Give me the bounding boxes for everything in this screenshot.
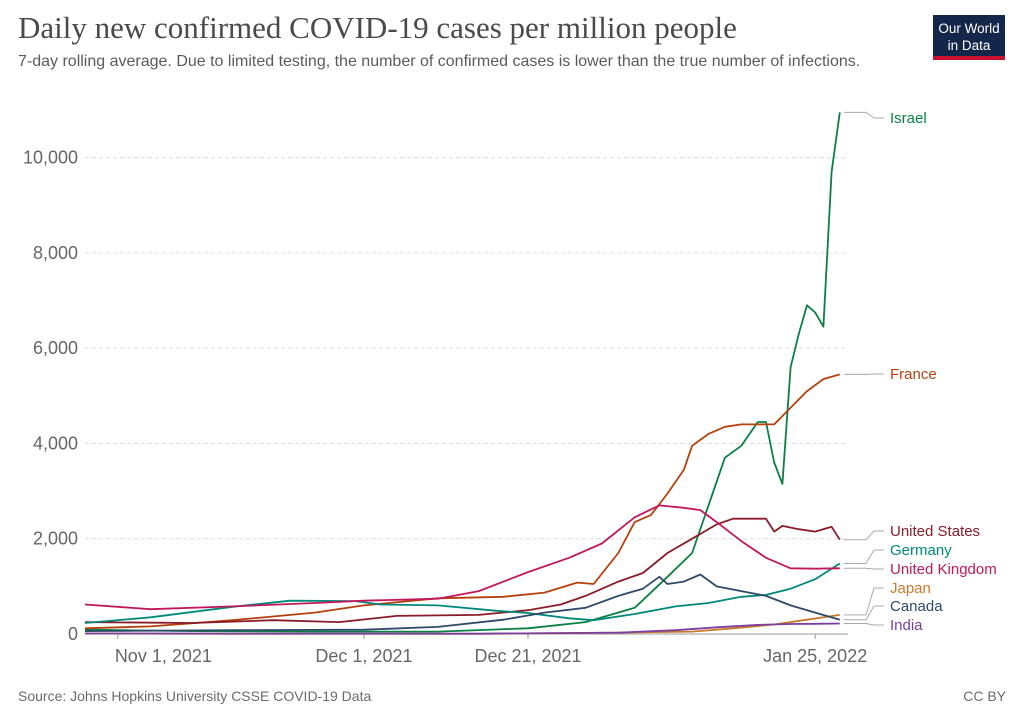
series-label-layer: Israel France United States Germany United K… bbox=[843, 110, 997, 634]
y-tick-label: 0 bbox=[68, 624, 78, 644]
x-tick-label: Dec 1, 2021 bbox=[315, 646, 412, 666]
axis-layer: 0 2,000 4,000 6,000 8,000 10,000 Nov 1, 2021 De… bbox=[23, 148, 867, 666]
series-line-israel bbox=[84, 112, 841, 633]
x-tick-label: Nov 1, 2021 bbox=[115, 646, 212, 666]
logo-line-1: Our World bbox=[938, 21, 1000, 36]
series-line-united-kingdom bbox=[84, 504, 840, 611]
source-note: Source: Johns Hopkins University CSSE CO… bbox=[18, 688, 372, 704]
label-connector-israel bbox=[843, 111, 884, 119]
logo-line-2: in Data bbox=[947, 38, 991, 53]
series-label-israel: Israel bbox=[890, 110, 927, 127]
y-tick-label: 2,000 bbox=[33, 529, 78, 549]
series-label-canada: Canada bbox=[890, 598, 943, 615]
series-label-france: France bbox=[890, 366, 937, 383]
y-tick-label: 8,000 bbox=[33, 243, 78, 263]
series-label-germany: Germany bbox=[890, 542, 952, 559]
y-tick-label: 4,000 bbox=[33, 433, 78, 453]
x-tick-label: Dec 21, 2021 bbox=[474, 646, 581, 666]
series-layer bbox=[84, 112, 841, 635]
label-connector-united-states bbox=[843, 530, 884, 541]
series-label-india: India bbox=[890, 617, 923, 634]
series-line-france bbox=[84, 373, 841, 630]
series-line-united-states bbox=[84, 517, 841, 624]
license-link[interactable]: CC BY bbox=[963, 688, 1006, 704]
label-connector-germany bbox=[843, 549, 884, 564]
series-label-united-kingdom: United Kingdom bbox=[890, 561, 997, 578]
x-tick-label: Jan 25, 2022 bbox=[763, 646, 867, 666]
chart-subtitle: 7-day rolling average. Due to limited te… bbox=[18, 53, 861, 70]
label-connector-united-kingdom bbox=[843, 567, 884, 570]
series-line-canada bbox=[84, 573, 841, 632]
label-connector-india bbox=[843, 623, 884, 626]
y-tick-label: 6,000 bbox=[33, 338, 78, 358]
series-label-united-states: United States bbox=[890, 523, 980, 540]
chart-title: Daily new confirmed COVID-19 cases per m… bbox=[18, 10, 737, 45]
grid-layer bbox=[85, 157, 848, 540]
series-line-germany bbox=[84, 562, 841, 624]
line-chart: 0 2,000 4,000 6,000 8,000 10,000 Nov 1, 2021 De… bbox=[23, 110, 997, 666]
label-connector-canada bbox=[843, 605, 884, 621]
series-label-japan: Japan bbox=[890, 580, 931, 597]
series-line-india bbox=[84, 622, 840, 635]
label-connector-japan bbox=[843, 587, 884, 616]
owid-logo[interactable]: Our World in Data bbox=[933, 15, 1005, 60]
y-tick-label: 10,000 bbox=[23, 148, 78, 168]
